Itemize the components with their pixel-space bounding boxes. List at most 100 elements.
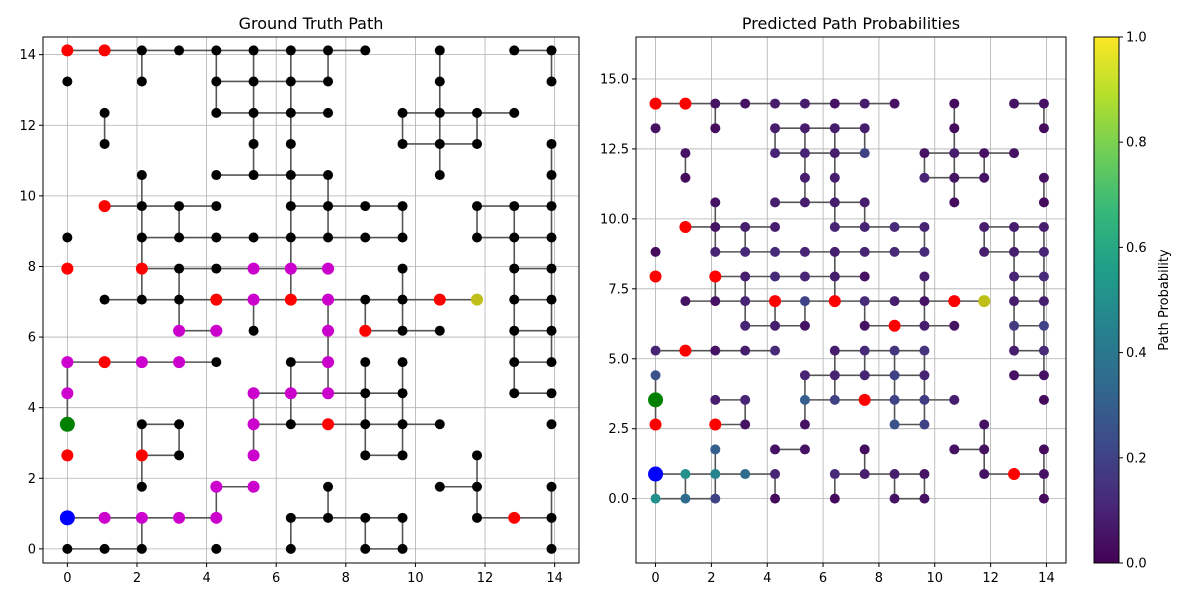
right-node-start bbox=[648, 466, 664, 482]
left-node bbox=[248, 170, 259, 181]
left-node bbox=[472, 450, 483, 461]
right-node-prob bbox=[799, 320, 810, 331]
right-node-prob bbox=[799, 271, 810, 282]
right-node-prob bbox=[1038, 123, 1049, 134]
right-node-prob bbox=[799, 444, 810, 455]
left-node-path bbox=[61, 387, 74, 400]
right-ytick-label: 15.0 bbox=[600, 72, 629, 87]
left-node bbox=[434, 45, 445, 56]
left-node bbox=[360, 201, 371, 212]
left-node bbox=[546, 45, 557, 56]
left-xtick-label: 12 bbox=[477, 571, 494, 586]
left-xtick-label: 10 bbox=[407, 571, 424, 586]
left-node bbox=[546, 325, 557, 336]
right-node-prob bbox=[680, 296, 691, 307]
right-node-prob bbox=[829, 148, 840, 159]
right-node-prob bbox=[979, 148, 990, 159]
right-node-prob bbox=[1038, 394, 1049, 405]
left-node bbox=[397, 294, 408, 305]
right-node-prob bbox=[1038, 296, 1049, 307]
colorbar-tick-label: 0.4 bbox=[1126, 346, 1147, 361]
left-node bbox=[360, 543, 371, 554]
left-node-red bbox=[61, 449, 74, 462]
left-node bbox=[509, 388, 520, 399]
right-node-prob bbox=[859, 271, 870, 282]
right-node-red bbox=[649, 97, 662, 110]
left-node bbox=[472, 107, 483, 118]
right-xtick-label: 14 bbox=[1038, 571, 1055, 586]
right-node-prob bbox=[1038, 320, 1049, 331]
right-node-prob bbox=[889, 98, 900, 109]
right-node-prob bbox=[710, 246, 721, 257]
right-node-prob bbox=[799, 394, 810, 405]
right-node-prob bbox=[740, 469, 751, 480]
colorbar-tick-label: 0.2 bbox=[1126, 451, 1147, 466]
left-node-path bbox=[135, 511, 148, 524]
left-node bbox=[174, 232, 185, 243]
right-node-prob bbox=[1038, 345, 1049, 356]
left-ytick-label: 14 bbox=[19, 48, 36, 63]
right-node-prob bbox=[829, 394, 840, 405]
left-xtick-label: 6 bbox=[272, 571, 280, 586]
left-node bbox=[434, 419, 445, 430]
right-node-prob bbox=[650, 493, 661, 504]
right-node-prob bbox=[889, 394, 900, 405]
left-node bbox=[509, 325, 520, 336]
left-node bbox=[546, 232, 557, 243]
left-node-path bbox=[210, 511, 223, 524]
left-node bbox=[546, 76, 557, 87]
left-xtick-label: 4 bbox=[202, 571, 210, 586]
left-node bbox=[136, 481, 147, 492]
left-node bbox=[211, 170, 222, 181]
right-node-prob bbox=[799, 370, 810, 381]
left-node bbox=[248, 232, 259, 243]
right-node-prob bbox=[889, 221, 900, 232]
left-node bbox=[174, 201, 185, 212]
colorbar-label: Path Probability bbox=[1157, 249, 1172, 351]
right-node-prob bbox=[919, 246, 930, 257]
right-node-prob bbox=[799, 148, 810, 159]
right-node-prob bbox=[859, 370, 870, 381]
left-node-path bbox=[284, 262, 297, 275]
right-node-prob bbox=[740, 320, 751, 331]
left-node bbox=[397, 107, 408, 118]
left-node bbox=[136, 294, 147, 305]
right-node-prob bbox=[859, 444, 870, 455]
right-node-prob bbox=[770, 469, 781, 480]
left-node bbox=[174, 294, 185, 305]
right-node-prob bbox=[770, 320, 781, 331]
left-xtick-label: 14 bbox=[546, 571, 563, 586]
right-node-prob bbox=[859, 320, 870, 331]
left-node bbox=[472, 138, 483, 149]
left-node bbox=[211, 107, 222, 118]
left-node-red bbox=[322, 418, 335, 431]
right-node-prob bbox=[1009, 370, 1020, 381]
right-node-prob bbox=[859, 345, 870, 356]
right-node-prob bbox=[680, 493, 691, 504]
left-node bbox=[211, 543, 222, 554]
right-node-prob bbox=[829, 123, 840, 134]
right-node-prob bbox=[1038, 493, 1049, 504]
left-node-goal bbox=[59, 416, 75, 432]
right-node-prob bbox=[740, 221, 751, 232]
left-chart-title: Ground Truth Path bbox=[239, 14, 384, 33]
right-node-prob bbox=[979, 221, 990, 232]
left-ytick-label: 10 bbox=[19, 189, 36, 204]
right-node-prob bbox=[650, 246, 661, 257]
left-node bbox=[360, 232, 371, 243]
right-node-prob bbox=[1038, 172, 1049, 183]
right-node-prob bbox=[1038, 246, 1049, 257]
left-node bbox=[174, 419, 185, 430]
right-node-prob bbox=[829, 221, 840, 232]
right-node-prob bbox=[650, 370, 661, 381]
right-node-prob bbox=[859, 123, 870, 134]
left-node bbox=[546, 388, 557, 399]
left-node bbox=[285, 357, 296, 368]
left-node bbox=[509, 232, 520, 243]
right-node-red bbox=[828, 295, 841, 308]
right-node-prob bbox=[799, 246, 810, 257]
right-node-prob bbox=[859, 197, 870, 208]
left-ytick-label: 8 bbox=[28, 260, 36, 275]
right-node-prob bbox=[919, 469, 930, 480]
left-node bbox=[546, 357, 557, 368]
